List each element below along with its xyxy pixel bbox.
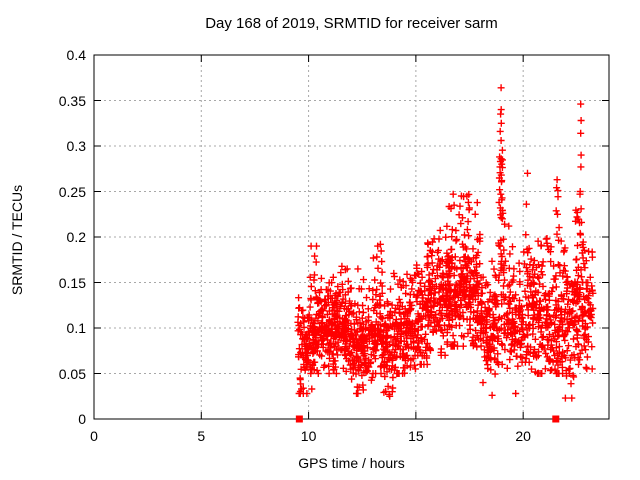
y-tick-label: 0.4 [66, 47, 86, 63]
y-tick-label: 0.3 [66, 138, 86, 154]
x-tick-label: 0 [90, 428, 98, 444]
chart-title: Day 168 of 2019, SRMTID for receiver sar… [205, 15, 498, 32]
y-tick-label: 0.15 [58, 274, 86, 291]
y-tick-label: 0.25 [58, 183, 86, 200]
y-tick-label: 0 [78, 411, 86, 427]
x-tick-label: 5 [197, 428, 206, 444]
x-tick-label: 10 [300, 428, 317, 444]
x-axis-label: GPS time / hours [298, 455, 405, 471]
scatter-points [294, 84, 597, 402]
x-tick-label: 15 [408, 428, 424, 444]
grid-lines [94, 55, 609, 419]
y-tick-label: 0.05 [58, 365, 86, 382]
y-tick-label: 0.2 [66, 229, 86, 245]
tick-marks [93, 54, 609, 420]
gap-square-marker [295, 415, 303, 423]
y-tick-label: 0.1 [66, 320, 86, 336]
y-tick-label: 0.35 [58, 92, 86, 109]
x-tick-label: 20 [515, 428, 531, 444]
gap-square-marker [552, 415, 560, 423]
